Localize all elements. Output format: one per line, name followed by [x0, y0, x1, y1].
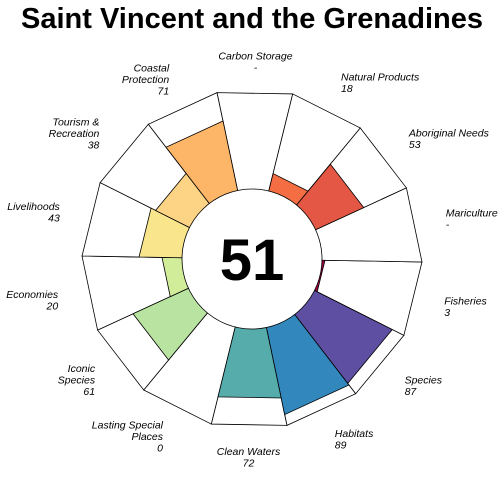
label-name-habitats: Habitats	[335, 428, 374, 440]
label-carbon-storage: Carbon Storage -	[218, 50, 292, 74]
label-lasting-special-places: Lasting Special Places 0	[92, 419, 164, 454]
label-name-iconic-species: Species	[58, 375, 96, 387]
label-value-coastal-protection: 71	[158, 86, 170, 98]
label-name-aboriginal-needs: Aboriginal Needs	[408, 128, 490, 140]
label-value-tourism-recreation: 38	[88, 139, 100, 151]
label-habitats: Habitats 89	[335, 428, 374, 452]
label-name-fisheries: Fisheries	[444, 296, 487, 308]
center-score: 51	[220, 228, 285, 293]
chart-title: Saint Vincent and the Grenadines	[21, 3, 483, 35]
label-name-species: Species	[405, 374, 443, 386]
label-value-lasting-special-places: 0	[157, 442, 163, 454]
label-name-lasting-special-places: Places	[131, 431, 163, 443]
label-coastal-protection: Coastal Protection 71	[122, 63, 170, 98]
label-value-habitats: 89	[335, 440, 347, 452]
label-economies: Economies 20	[6, 289, 59, 313]
label-species: Species 87	[405, 374, 443, 398]
label-name-mariculture: Mariculture	[446, 208, 498, 220]
label-natural-products: Natural Products 18	[341, 71, 420, 95]
petal-fills	[132, 120, 393, 416]
label-value-fisheries: 3	[444, 307, 450, 319]
center-circle	[181, 188, 323, 330]
label-value-carbon-storage: -	[254, 62, 258, 74]
label-value-natural-products: 18	[341, 83, 353, 95]
label-value-mariculture: -	[446, 219, 450, 231]
label-name-coastal-protection: Coastal	[134, 63, 170, 75]
label-value-species: 87	[405, 386, 418, 398]
label-value-clean-waters: 72	[243, 458, 255, 470]
label-name-livelihoods: Livelihoods	[7, 201, 60, 213]
label-value-aboriginal-needs: 53	[409, 139, 421, 151]
label-iconic-species: Iconic Species 61	[58, 363, 96, 398]
label-fisheries: Fisheries 3	[444, 296, 487, 320]
label-name-natural-products: Natural Products	[341, 71, 420, 83]
label-name-tourism-recreation: Tourism &	[53, 116, 100, 128]
label-name-tourism-recreation: Recreation	[49, 128, 100, 140]
label-value-livelihoods: 43	[48, 212, 60, 224]
label-value-iconic-species: 61	[83, 386, 95, 398]
label-name-coastal-protection: Protection	[122, 74, 169, 86]
label-name-carbon-storage: Carbon Storage	[218, 50, 292, 62]
label-clean-waters: Clean Waters 72	[217, 446, 281, 470]
label-name-iconic-species: Iconic	[68, 363, 96, 375]
label-aboriginal-needs: Aboriginal Needs 53	[408, 128, 490, 152]
label-livelihoods: Livelihoods 43	[7, 201, 60, 225]
label-name-economies: Economies	[6, 289, 59, 301]
label-mariculture: Mariculture -	[446, 208, 498, 232]
label-value-economies: 20	[46, 300, 59, 312]
label-tourism-recreation: Tourism & Recreation 38	[49, 116, 100, 151]
label-name-lasting-special-places: Lasting Special	[92, 419, 164, 431]
label-name-clean-waters: Clean Waters	[217, 446, 281, 458]
